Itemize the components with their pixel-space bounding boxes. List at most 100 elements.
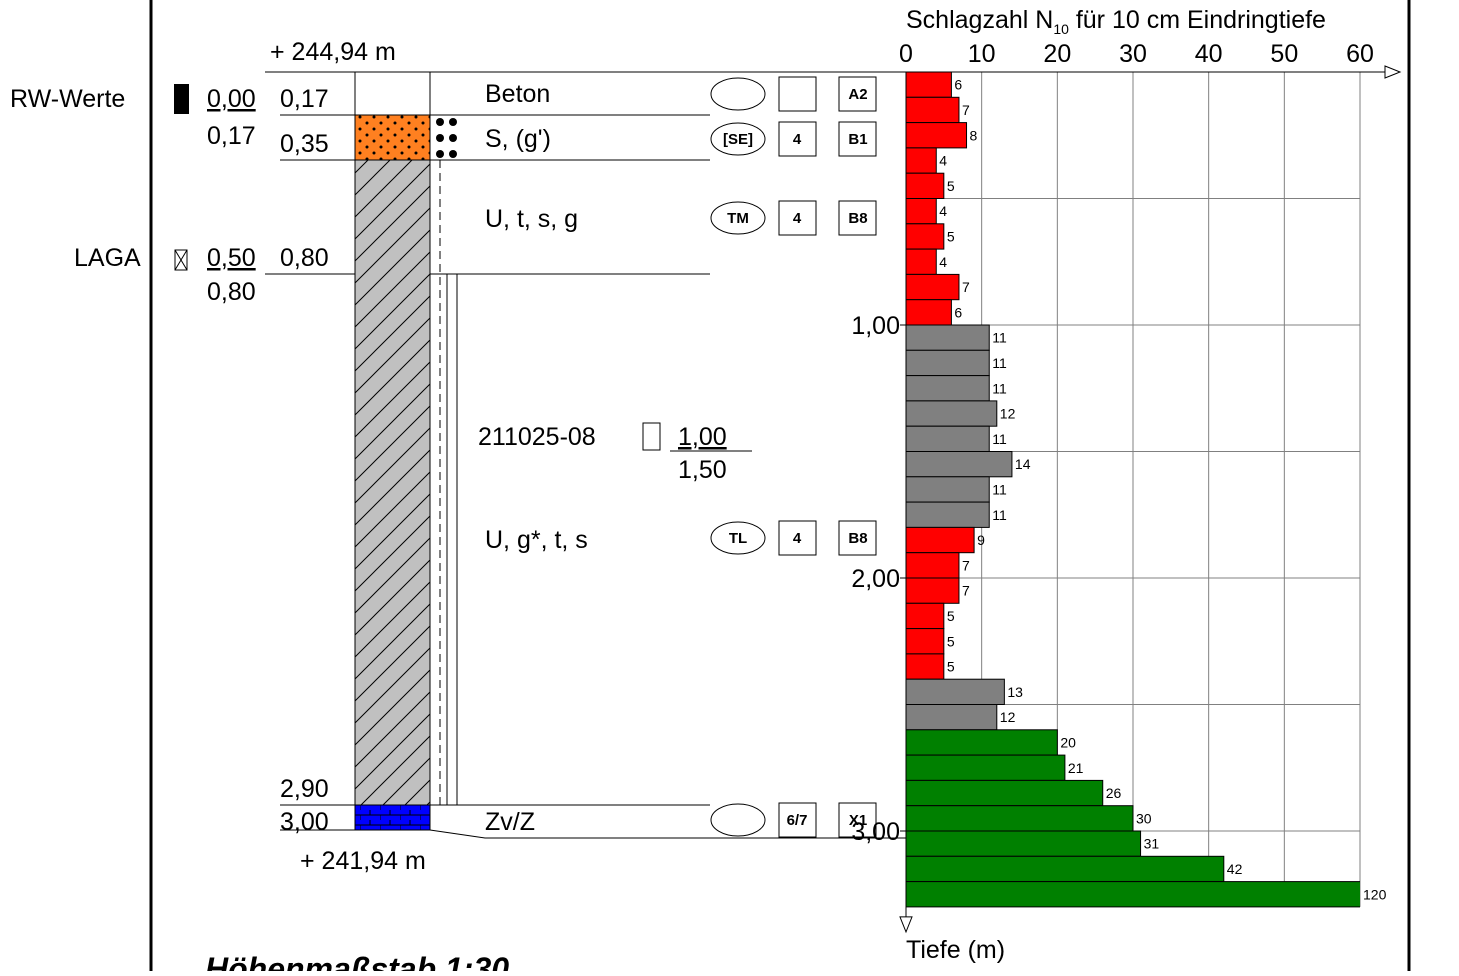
class-box bbox=[778, 802, 817, 838]
rw-from: 0,00 bbox=[207, 85, 256, 113]
sample-from: 1,00 bbox=[678, 423, 727, 451]
group-ellipse bbox=[710, 201, 766, 235]
bar-label: 7 bbox=[962, 583, 970, 599]
sample-symbol bbox=[642, 422, 661, 451]
group-code: TM bbox=[727, 210, 749, 227]
chart-title: Schlagzahl N10 für 10 cm Eindringtiefe bbox=[906, 6, 1326, 37]
layer-name: U, t, s, g bbox=[485, 205, 578, 233]
bar-label: 11 bbox=[992, 431, 1007, 447]
bar bbox=[906, 198, 937, 225]
bar-label: 13 bbox=[1007, 684, 1023, 700]
bar bbox=[906, 805, 1134, 832]
x-tick-label: 10 bbox=[968, 40, 996, 68]
depth: 0,35 bbox=[280, 130, 329, 158]
bar bbox=[906, 881, 1360, 908]
bar bbox=[906, 476, 990, 503]
bar bbox=[906, 602, 945, 630]
bar bbox=[906, 71, 952, 98]
bar-label: 11 bbox=[992, 481, 1007, 497]
bar bbox=[906, 273, 960, 301]
sample-box bbox=[838, 802, 877, 838]
bar-label: 11 bbox=[992, 507, 1007, 523]
sample-box bbox=[838, 76, 877, 112]
bar-label: 30 bbox=[1136, 810, 1152, 826]
bar bbox=[906, 653, 945, 680]
group-code: TL bbox=[729, 530, 747, 547]
bar-label: 8 bbox=[970, 127, 978, 143]
rw-symbol bbox=[174, 84, 189, 114]
bar bbox=[906, 855, 1225, 883]
depth: 0,80 bbox=[207, 278, 256, 306]
bar bbox=[906, 172, 945, 199]
sample-box bbox=[838, 121, 877, 157]
class-code: 6/7 bbox=[787, 812, 808, 829]
bar bbox=[906, 223, 945, 250]
rw-label: RW-Werte bbox=[10, 85, 125, 113]
bar-label: 42 bbox=[1227, 861, 1243, 877]
bar bbox=[906, 830, 1142, 857]
sample-code: B8 bbox=[848, 530, 867, 547]
bar bbox=[906, 324, 990, 351]
x-axis-arrow bbox=[1384, 65, 1402, 79]
sample-code: A2 bbox=[848, 86, 867, 103]
bar bbox=[906, 552, 960, 579]
bar bbox=[906, 779, 1104, 807]
depth: 0,17 bbox=[207, 122, 256, 150]
bar-label: 5 bbox=[947, 633, 955, 649]
bar-label: 12 bbox=[1000, 406, 1016, 422]
x-tick-label: 40 bbox=[1195, 40, 1223, 68]
bar-label: 12 bbox=[1000, 709, 1016, 725]
bar-label: 26 bbox=[1106, 785, 1122, 801]
group-ellipse bbox=[710, 122, 766, 156]
sample-box bbox=[838, 520, 877, 556]
depth: 0,80 bbox=[280, 244, 329, 272]
bar bbox=[906, 526, 975, 554]
class-code: 4 bbox=[793, 530, 802, 547]
bar-label: 21 bbox=[1068, 760, 1084, 776]
class-box bbox=[778, 520, 817, 556]
bar bbox=[906, 122, 968, 149]
sample-box bbox=[838, 200, 877, 236]
bar-label: 5 bbox=[947, 608, 955, 624]
depth: 3,00 bbox=[280, 808, 329, 836]
x-tick-label: 50 bbox=[1270, 40, 1298, 68]
x-tick-label: 30 bbox=[1119, 40, 1147, 68]
y-axis-arrow bbox=[899, 916, 913, 934]
laga-from: 0,50 bbox=[207, 244, 256, 272]
bar-label: 31 bbox=[1144, 836, 1160, 852]
laga-symbol bbox=[174, 249, 188, 271]
bar-label: 7 bbox=[962, 279, 970, 295]
x-tick-label: 0 bbox=[899, 40, 913, 68]
penetration-chart: 0 10 20 30 40 50 601,002,003,00678454547611111… bbox=[851, 40, 1402, 934]
bar-label: 4 bbox=[939, 203, 947, 219]
y-tick-label: 2,00 bbox=[851, 565, 900, 593]
bar-label: 7 bbox=[962, 557, 970, 573]
sample-code: B8 bbox=[848, 210, 867, 227]
bottom-elevation: + 241,94 m bbox=[300, 847, 426, 875]
bar-label: 7 bbox=[962, 102, 970, 118]
y-axis-label: Tiefe (m) bbox=[906, 936, 1005, 964]
laga-label: LAGA bbox=[74, 244, 141, 272]
y-tick-label: 1,00 bbox=[851, 312, 900, 340]
bar-label: 6 bbox=[954, 77, 962, 93]
class-code: 4 bbox=[793, 210, 802, 227]
bar bbox=[906, 501, 990, 528]
bar-label: 20 bbox=[1060, 734, 1076, 750]
x-tick-label: 20 bbox=[1043, 40, 1071, 68]
depth: 0,17 bbox=[280, 85, 329, 113]
bar bbox=[906, 147, 937, 174]
bar bbox=[906, 704, 998, 731]
sample-id: 211025-08 bbox=[478, 423, 596, 451]
bar bbox=[906, 678, 1005, 706]
class-box bbox=[778, 200, 817, 236]
class-box bbox=[778, 121, 817, 157]
top-elevation: + 244,94 m bbox=[270, 38, 396, 66]
bar bbox=[906, 577, 960, 604]
frame bbox=[149, 0, 1411, 971]
bar-label: 11 bbox=[992, 355, 1007, 371]
bar bbox=[906, 299, 952, 326]
bar-label: 14 bbox=[1015, 456, 1031, 472]
bar bbox=[906, 248, 937, 275]
bar-label: 6 bbox=[954, 304, 962, 320]
